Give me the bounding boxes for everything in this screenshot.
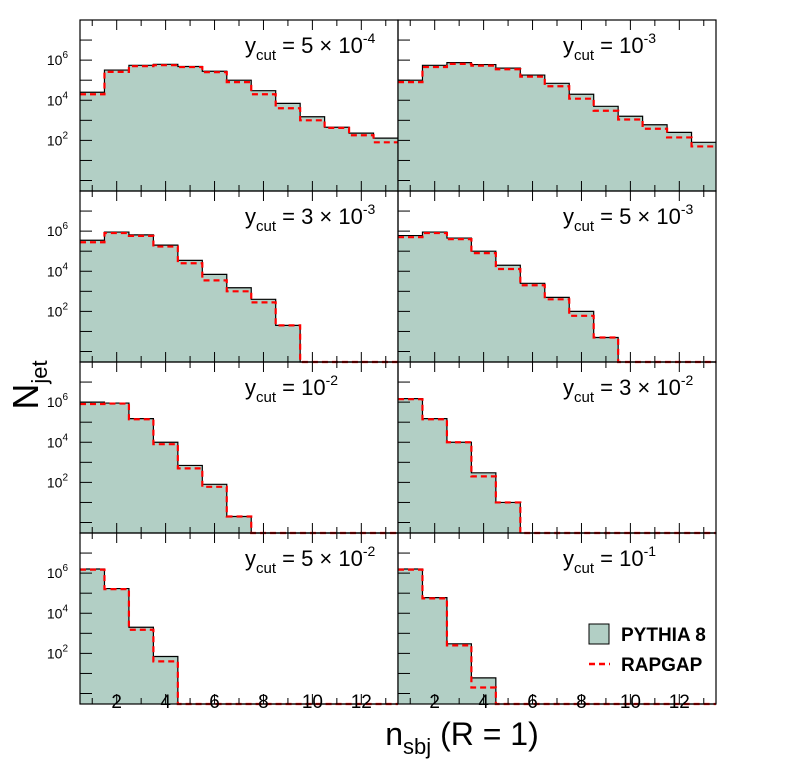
panel-1: 102 104 106 ycut = 5 × 10-4 <box>47 19 399 192</box>
panel-7: 102 104 106 2 4 6 8 10 12 ycut = 5 × 10-2 <box>47 532 399 713</box>
y-tick-label: 104 <box>47 432 69 450</box>
panel-2: ycut = 10-3 <box>397 19 717 192</box>
x-tick-label: 4 <box>478 692 489 713</box>
pythia-fill-6 <box>398 398 716 533</box>
y-tick-label: 106 <box>47 221 69 239</box>
y-tick-label: 102 <box>47 301 69 319</box>
x-axis-title: nsbj (R = 1) <box>385 716 539 759</box>
legend-swatch-pythia <box>588 623 610 645</box>
pythia-fill-2 <box>398 62 716 191</box>
y-tick-label: 106 <box>47 50 69 68</box>
legend-label-rapgap: RAPGAP <box>621 655 703 676</box>
x-tick-label: 10 <box>620 692 641 713</box>
x-tick-label: 10 <box>302 692 323 713</box>
x-tick-label: 12 <box>669 692 690 713</box>
pythia-fill-1 <box>80 64 398 191</box>
x-tick-label: 6 <box>527 692 538 713</box>
panel-6: ycut = 3 × 10-2 <box>397 361 717 535</box>
panel-label-7: ycut = 5 × 10-2 <box>245 543 376 577</box>
x-tick-label: 6 <box>209 692 220 713</box>
rapgap-line-5 <box>80 402 398 535</box>
pythia-fill-7 <box>80 569 398 704</box>
x-axis-title-rest: (R = 1) <box>431 716 539 752</box>
legend-label-pythia: PYTHIA 8 <box>621 625 706 646</box>
pythia-fill-5 <box>80 402 398 533</box>
x-axis-title-main: n <box>385 716 403 752</box>
x-tick-label: 8 <box>258 692 269 713</box>
panel-label-1: ycut = 5 × 10-4 <box>245 30 376 64</box>
y-axis-title-main: N <box>5 384 46 410</box>
legend: PYTHIA 8 RAPGAP <box>588 623 706 676</box>
x-tick-label: 8 <box>576 692 587 713</box>
panel-8: 2 4 6 8 10 12 ycut = 10-1 <box>397 532 717 713</box>
pythia-line-2 <box>398 62 716 143</box>
y-tick-label: 104 <box>47 261 69 279</box>
rapgap-line-1 <box>80 64 398 144</box>
panel-label-4: ycut = 5 × 10-3 <box>563 201 694 235</box>
y-tick-label: 104 <box>47 90 69 108</box>
x-tick-label: 12 <box>351 692 372 713</box>
y-tick-label: 102 <box>47 472 69 490</box>
y-tick-label: 102 <box>47 130 69 148</box>
panel-label-3: ycut = 3 × 10-3 <box>245 201 376 235</box>
panel-5: 102 104 106 ycut = 10-2 <box>47 361 399 535</box>
x-tick-label: 4 <box>160 692 171 713</box>
rapgap-line-3 <box>80 231 398 364</box>
x-tick-label: 2 <box>111 692 122 713</box>
panel-label-8: ycut = 10-1 <box>563 543 656 577</box>
panel-label-5: ycut = 10-2 <box>245 372 338 406</box>
y-tick-label: 106 <box>47 563 69 581</box>
y-tick-label: 106 <box>47 392 69 410</box>
y-tick-label: 104 <box>47 603 69 621</box>
y-axis-title: Njet <box>5 360 52 409</box>
x-axis-title-sub: sbj <box>403 734 431 759</box>
pythia-fill-8 <box>398 569 716 704</box>
pythia-fill-4 <box>398 232 716 362</box>
rapgap-line-6 <box>398 398 716 535</box>
y-axis-title-sub: jet <box>27 360 52 384</box>
x-tick-label: 2 <box>429 692 440 713</box>
panel-4: ycut = 5 × 10-3 <box>397 190 717 364</box>
panel-label-6: ycut = 3 × 10-2 <box>563 372 694 406</box>
panel-3: 102 104 106 ycut = 3 × 10-3 <box>47 190 399 364</box>
y-tick-label: 102 <box>47 643 69 661</box>
panel-label-2: ycut = 10-3 <box>563 30 656 64</box>
pythia-fill-3 <box>80 232 398 362</box>
rapgap-line-2 <box>398 62 716 148</box>
